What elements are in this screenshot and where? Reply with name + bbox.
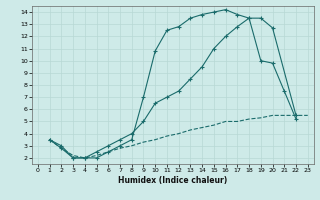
X-axis label: Humidex (Indice chaleur): Humidex (Indice chaleur) (118, 176, 228, 185)
